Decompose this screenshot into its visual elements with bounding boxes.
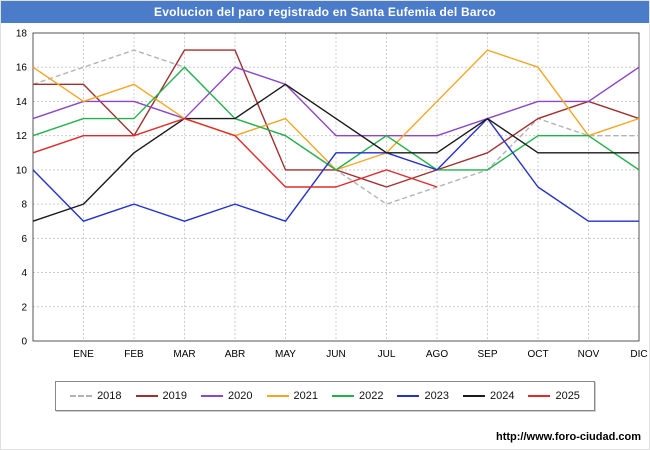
svg-text:ABR: ABR — [225, 349, 246, 360]
legend-item-2020: 2020 — [201, 390, 253, 402]
svg-text:14: 14 — [16, 97, 28, 108]
svg-text:12: 12 — [16, 131, 28, 142]
svg-text:ENE: ENE — [73, 349, 94, 360]
legend-item-2024: 2024 — [462, 390, 515, 402]
legend-label: 2018 — [97, 390, 122, 402]
legend-line-swatch — [332, 395, 354, 397]
chart-legend: 2018 2019 2020 2021 2022 2023 2024 2025 — [55, 381, 595, 411]
legend-label: 2019 — [162, 390, 188, 402]
legend-line-swatch — [135, 395, 158, 397]
svg-text:AGO: AGO — [426, 349, 448, 360]
legend-item-2018: 2018 — [70, 390, 122, 402]
svg-text:18: 18 — [16, 29, 28, 40]
svg-text:JUL: JUL — [378, 349, 396, 360]
legend-item-2023: 2023 — [397, 390, 449, 402]
plot-area: 0 2 4 6 8 10 12 14 16 18 ENE FEB MAR ABR MAY JUN JUL AGO S… — [1, 23, 649, 373]
legend-item-2021: 2021 — [266, 390, 318, 402]
svg-text:8: 8 — [21, 200, 27, 211]
legend-line-swatch — [528, 395, 551, 397]
svg-text:4: 4 — [21, 268, 27, 279]
svg-text:0: 0 — [21, 337, 27, 348]
legend-line-swatch — [397, 395, 420, 397]
svg-text:JUN: JUN — [326, 349, 345, 360]
legend-line-swatch — [462, 395, 485, 397]
chart-title: Evolucion del paro registrado en Santa E… — [1, 1, 649, 23]
svg-text:FEB: FEB — [124, 349, 144, 360]
svg-text:DIC: DIC — [630, 349, 647, 360]
legend-label: 2022 — [359, 390, 384, 402]
legend-item-2022: 2022 — [332, 390, 383, 402]
svg-text:2: 2 — [21, 302, 27, 313]
svg-text:MAY: MAY — [275, 349, 296, 360]
legend-item-2025: 2025 — [528, 390, 580, 402]
legend-label: 2024 — [489, 390, 515, 402]
legend-label: 2023 — [424, 390, 449, 402]
svg-text:10: 10 — [16, 165, 28, 176]
footer-url-link[interactable]: http://www.foro-ciudad.com — [495, 431, 641, 443]
legend-item-2019: 2019 — [135, 390, 188, 402]
svg-text:6: 6 — [21, 234, 27, 245]
svg-text:NOV: NOV — [578, 349, 600, 360]
legend-label: 2025 — [555, 390, 580, 402]
svg-text:SEP: SEP — [477, 349, 497, 360]
svg-text:16: 16 — [16, 63, 28, 74]
line-chart: 0 2 4 6 8 10 12 14 16 18 ENE FEB MAR ABR MAY JUN JUL AGO S… — [16, 29, 648, 361]
legend-label: 2021 — [293, 390, 318, 402]
legend-line-swatch — [201, 395, 224, 397]
legend-line-swatch — [266, 395, 289, 397]
svg-text:OCT: OCT — [527, 349, 548, 360]
svg-text:MAR: MAR — [173, 349, 195, 360]
legend-label: 2020 — [228, 390, 253, 402]
legend-line-swatch — [70, 395, 93, 397]
